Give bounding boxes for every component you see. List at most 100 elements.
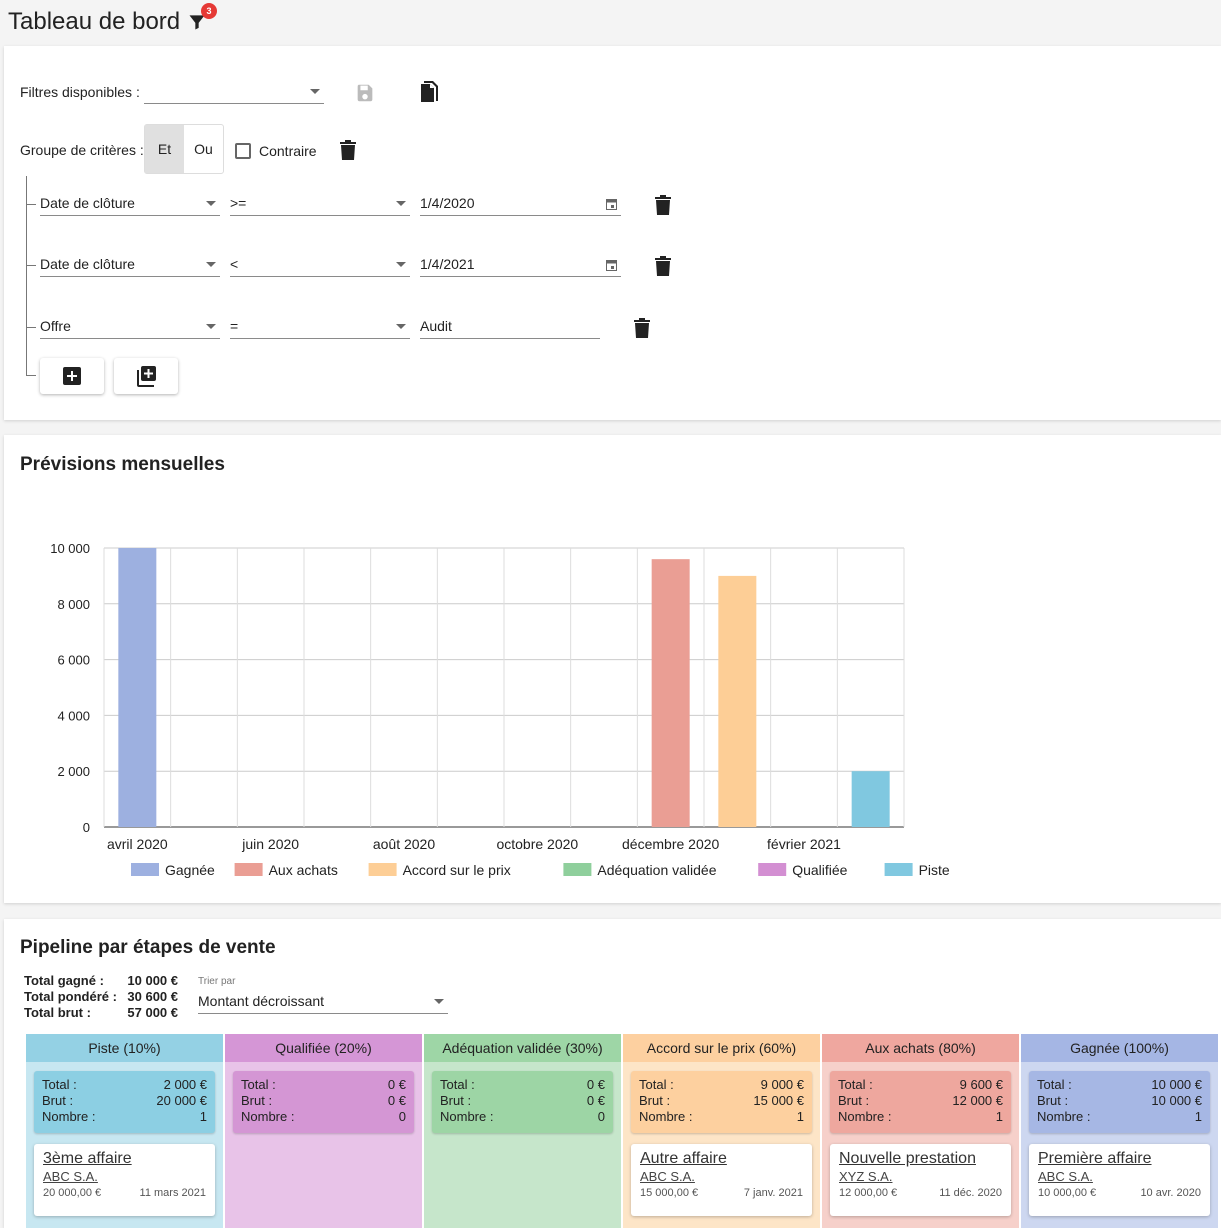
save-icon[interactable] (354, 82, 376, 104)
sort-select[interactable]: Montant décroissant (198, 990, 448, 1014)
delete-criterion-icon[interactable] (654, 194, 672, 216)
deal-name-link[interactable]: Autre affaire (640, 1150, 727, 1167)
total-label: Total : (440, 1077, 475, 1092)
x-tick-label: février 2021 (767, 836, 841, 852)
y-tick-label: 4 000 (57, 708, 90, 723)
contrary-label: Contraire (259, 143, 317, 159)
total-weighted-value: 30 600 € (127, 989, 178, 1004)
gross-value: 0 € (586, 1093, 605, 1108)
chevron-down-icon (434, 999, 444, 1004)
delete-group-icon[interactable] (339, 139, 357, 161)
filter-count-badge: 3 (201, 3, 217, 19)
gross-value: 10 000 € (1151, 1093, 1202, 1108)
total-value: 9 000 € (760, 1077, 804, 1092)
gross-label: Brut : (639, 1093, 671, 1108)
forecast-chart: 0 2 000 4 000 6 000 8 000 10 000 avril 2020 jui… (50, 541, 950, 878)
gross-value: 20 000 € (156, 1093, 207, 1108)
legend-swatch (131, 863, 159, 876)
calendar-icon[interactable] (606, 259, 617, 271)
stage-summary: Total : 9 000 € Brut : 15 000 € Nombre : 1 (631, 1071, 812, 1133)
criterion-field-select[interactable]: Offre (40, 315, 220, 339)
criterion-date-input[interactable]: 1/4/2020 (420, 192, 621, 216)
bar (851, 771, 890, 827)
y-tick-label: 8 000 (57, 597, 90, 612)
available-filters-select[interactable] (144, 80, 324, 104)
total-weighted-label: Total pondéré : (24, 989, 117, 1004)
total-value: 9 600 € (959, 1077, 1003, 1092)
delete-criterion-icon[interactable] (654, 255, 672, 277)
legend-swatch (368, 863, 397, 876)
add-group-button[interactable] (114, 358, 178, 394)
deal-name-link[interactable]: Nouvelle prestation (839, 1150, 976, 1167)
count-value: 1 (796, 1109, 804, 1124)
count-value: 1 (199, 1109, 207, 1124)
y-tick-label: 10 000 (50, 541, 90, 556)
tree-branch (26, 265, 36, 266)
deal-card[interactable]: Autre affaire ABC S.A. 15 000,00 € 7 janv… (631, 1144, 812, 1216)
deal-card[interactable]: 3ème affaire ABC S.A. 20 000,00 € 11 mars… (34, 1144, 215, 1216)
chevron-down-icon (206, 324, 216, 329)
copy-icon[interactable] (417, 80, 441, 106)
total-value: 0 € (586, 1077, 605, 1092)
criterion-operator-select[interactable]: < (230, 253, 410, 277)
monthly-forecast-panel: Prévisions mensuelles 0 2 000 4 000 6 000 8 … (4, 435, 1221, 903)
page-title: Tableau de bord (8, 8, 181, 35)
criterion-field-select[interactable]: Date de clôture (40, 192, 220, 216)
x-tick-label: août 2020 (373, 836, 435, 852)
deal-amount: 10 000,00 € (1038, 1187, 1097, 1199)
stage-header: Piste (10%) (26, 1034, 223, 1062)
total-label: Total : (241, 1077, 276, 1092)
deal-client-link[interactable]: ABC S.A. (640, 1169, 695, 1184)
deal-client-link[interactable]: ABC S.A. (43, 1169, 98, 1184)
gross-label: Brut : (838, 1093, 870, 1108)
stage-summary: Total : 9 600 € Brut : 12 000 € Nombre : 1 (830, 1071, 1011, 1133)
total-value: 0 € (387, 1077, 406, 1092)
legend-swatch (884, 863, 913, 876)
deal-amount: 12 000,00 € (839, 1187, 898, 1199)
criterion-date-input[interactable]: 1/4/2021 (420, 253, 621, 277)
legend-swatch (563, 863, 592, 876)
gross-value: 15 000 € (753, 1093, 804, 1108)
tree-branch (26, 375, 36, 376)
criterion-field-select[interactable]: Date de clôture (40, 253, 220, 277)
top-bar: Tableau de bord 3 (0, 0, 1221, 44)
tree-line (26, 176, 27, 376)
total-won-value: 10 000 € (127, 973, 178, 988)
deal-card[interactable]: Nouvelle prestation XYZ S.A. 12 000,00 €… (830, 1144, 1011, 1216)
criterion-operator-select[interactable]: >= (230, 192, 410, 216)
tree-branch (26, 327, 36, 328)
stage-column: Piste (10%) Total : 2 000 € Brut : 20 000 … (26, 1034, 223, 1228)
filter-icon[interactable] (187, 12, 207, 32)
count-value: 1 (995, 1109, 1003, 1124)
criterion-value-input[interactable]: Audit (420, 315, 600, 339)
and-option[interactable]: Et (145, 125, 184, 173)
delete-criterion-icon[interactable] (633, 317, 651, 339)
deal-client-link[interactable]: ABC S.A. (1038, 1169, 1093, 1184)
deal-date: 7 janv. 2021 (743, 1187, 803, 1199)
criterion-operator-select[interactable]: = (230, 315, 410, 339)
calendar-icon[interactable] (606, 198, 617, 210)
add-criterion-button[interactable] (40, 358, 104, 394)
count-value: 0 (398, 1109, 406, 1124)
stage-summary: Total : 0 € Brut : 0 € Nombre : 0 (233, 1071, 414, 1133)
stage-column: Accord sur le prix (60%) Total : 9 000 € … (623, 1034, 820, 1228)
gross-label: Brut : (241, 1093, 273, 1108)
deal-amount: 15 000,00 € (640, 1187, 699, 1199)
deal-name-link[interactable]: 3ème affaire (43, 1150, 132, 1167)
available-filters-label: Filtres disponibles : (20, 84, 140, 100)
deal-card[interactable]: Première affaire ABC S.A. 10 000,00 € 10 … (1029, 1144, 1210, 1216)
pipeline-title: Pipeline par étapes de vente (20, 937, 276, 958)
legend-label: Piste (919, 862, 950, 878)
total-gross-label: Total brut : (24, 1005, 91, 1020)
total-won-label: Total gagné : (24, 973, 104, 988)
deal-date: 10 avr. 2020 (1140, 1187, 1201, 1199)
pipeline-panel: Pipeline par étapes de vente Total gagné… (4, 919, 1221, 1228)
filters-panel: Filtres disponibles : Groupe de critères… (4, 46, 1221, 420)
deal-client-link[interactable]: XYZ S.A. (839, 1169, 893, 1184)
and-or-toggle[interactable]: Et Ou (144, 124, 224, 174)
or-option[interactable]: Ou (194, 141, 213, 157)
stage-column: Qualifiée (20%) Total : 0 € Brut : 0 € Nom… (225, 1034, 422, 1228)
contrary-checkbox[interactable] (235, 143, 251, 159)
deal-name-link[interactable]: Première affaire (1038, 1150, 1152, 1167)
stage-summary: Total : 10 000 € Brut : 10 000 € Nombre : 1 (1029, 1071, 1210, 1133)
